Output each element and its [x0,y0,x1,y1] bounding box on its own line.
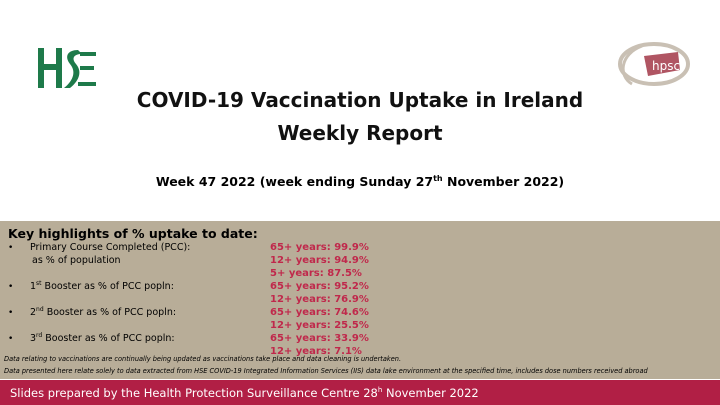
pcc-value-5: 5+ years: 87.5% [270,268,362,279]
bullet-icon: • [8,308,14,318]
report-title: COVID-19 Vaccination Uptake in Ireland [136,88,584,112]
booster1-value-65: 65+ years: 95.2% [270,281,369,292]
booster1-label: 1st Booster as % of PCC popln: [30,279,174,292]
bullet-icon: • [8,334,14,344]
booster3-value-65: 65+ years: 33.9% [270,333,369,344]
booster3-label: 3rd Booster as % of PCC popln: [30,331,175,344]
booster2-label: 2nd Booster as % of PCC popln: [30,305,177,318]
booster1-value-12: 12+ years: 76.9% [270,294,369,305]
pcc-sub-label: as % of population [32,255,121,266]
pcc-label: Primary Course Completed (PCC): [30,242,191,253]
highlights-heading: Key highlights of % uptake to date: [8,226,258,241]
footer-text: Slides prepared by the Health Protection… [10,386,479,400]
hpsc-logo: hpsc [618,42,690,86]
booster2-value-12: 12+ years: 25.5% [270,320,369,331]
data-note-2: Data presented here relate solely to dat… [4,367,648,375]
footer-bar: Slides prepared by the Health Protection… [0,379,720,405]
data-note-1: Data relating to vaccinations are contin… [4,355,402,363]
booster3-value-12: 12+ years: 7.1% [270,346,362,357]
report-subtitle: Weekly Report [277,121,443,145]
pcc-value-12: 12+ years: 94.9% [270,255,369,266]
pcc-value-65: 65+ years: 99.9% [270,242,369,253]
week-line: Week 47 2022 (week ending Sunday 27th No… [155,173,565,189]
highlights-panel: Key highlights of % uptake to date: • Pr… [0,221,720,379]
svg-text:hpsc: hpsc [652,59,680,73]
bullet-icon: • [8,243,14,253]
hse-logo [38,48,96,88]
bullet-icon: • [8,282,14,292]
booster2-value-65: 65+ years: 74.6% [270,307,369,318]
